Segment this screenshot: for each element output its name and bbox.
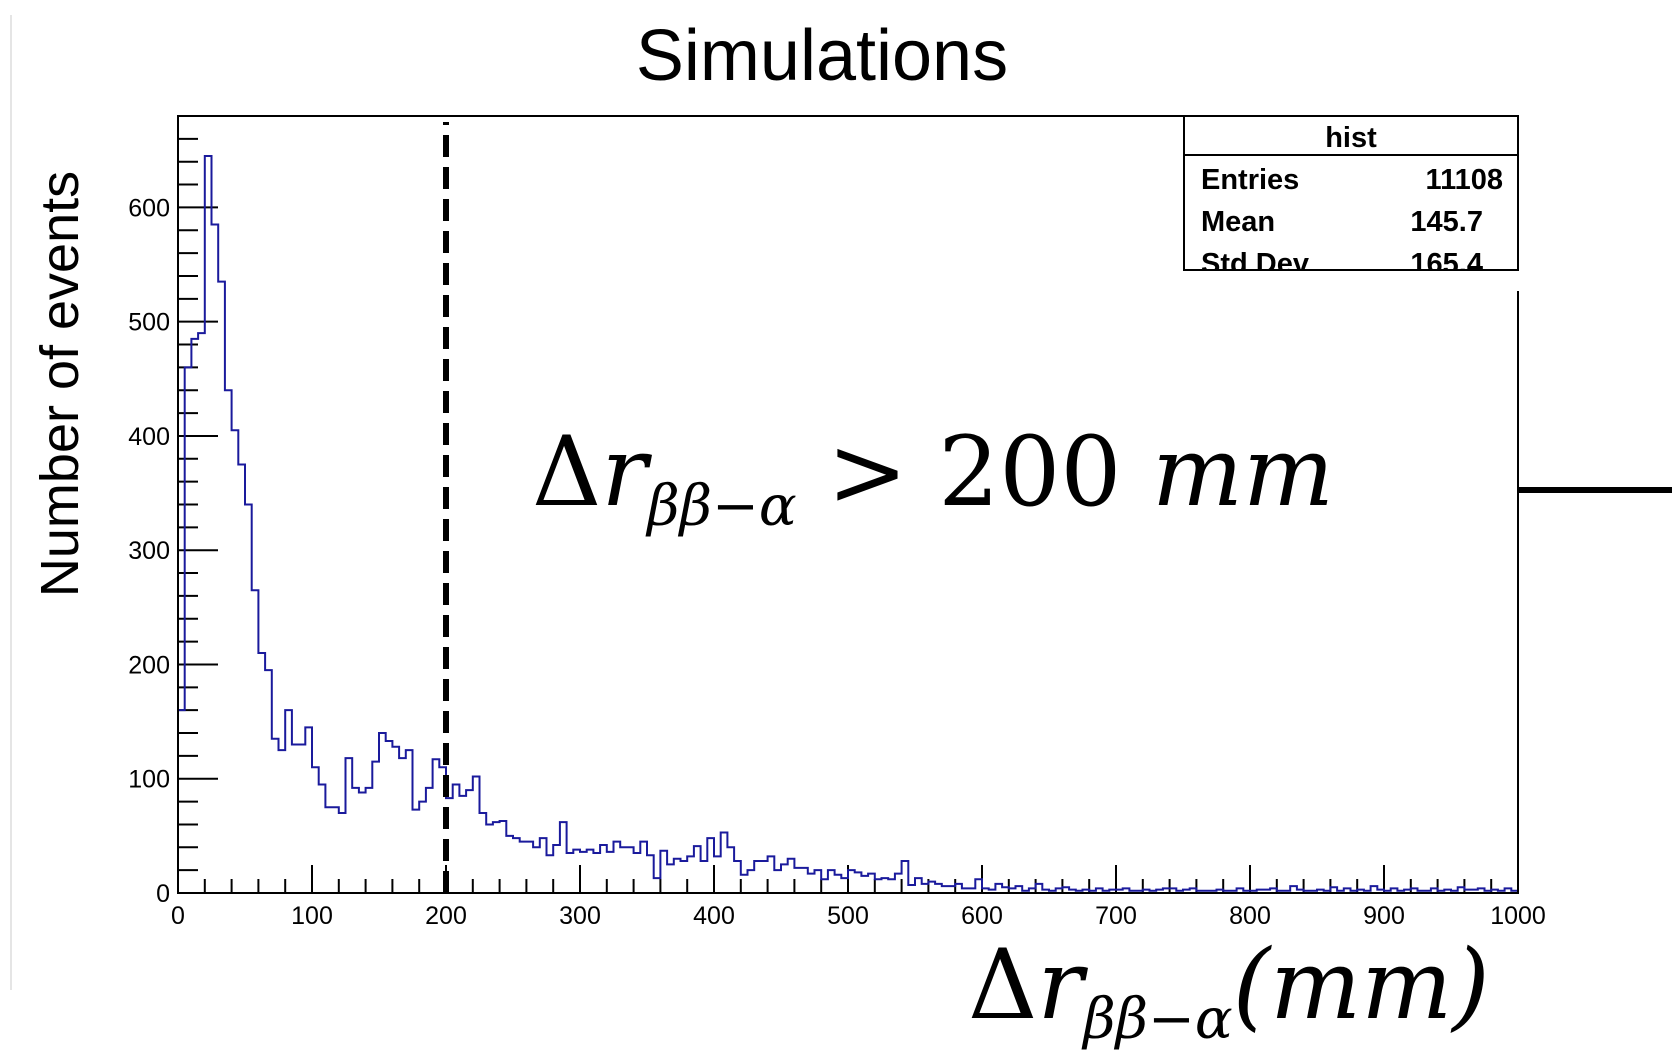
x-tick-label: 400 <box>693 902 735 930</box>
x-tick-label: 600 <box>961 902 1003 930</box>
x-axis-label-var: r <box>1037 929 1088 1041</box>
stats-box-frame <box>1183 115 1519 271</box>
plot-frame <box>177 115 1519 894</box>
x-axis-label: Δrββ−α(mm) <box>968 929 1490 1052</box>
y-axis-label: Number of events <box>30 171 90 597</box>
x-tick-label: 200 <box>425 902 467 930</box>
cut-annotation-var: r <box>601 416 652 528</box>
x-axis-label-unit: (mm) <box>1233 929 1490 1041</box>
y-tick-label: 500 <box>128 309 170 337</box>
x-axis-label-subscript: ββ−α <box>1081 987 1233 1052</box>
x-tick-label: 300 <box>559 902 601 930</box>
y-tick-label: 100 <box>128 766 170 794</box>
y-tick-label: 300 <box>128 537 170 565</box>
stats-entries-value: 11108 <box>1426 164 1503 196</box>
stats-box: hist Entries 11108 Mean 145.7 Std Dev 16… <box>1183 115 1520 291</box>
x-axis-label-delta: Δ <box>968 929 1037 1041</box>
x-tick-label: 900 <box>1363 902 1405 930</box>
cut-annotation-delta: Δ <box>532 416 601 528</box>
cut-annotation-unit: mm <box>1152 416 1334 528</box>
cut-annotation-subscript: ββ−α <box>645 474 797 539</box>
stats-mean-label: Mean <box>1201 206 1275 238</box>
stats-mean-value: 145.7 <box>1410 206 1483 238</box>
x-tick-label: 500 <box>827 902 869 930</box>
cut-annotation: Δrββ−α > 200 mm <box>532 416 1334 539</box>
stats-entries-label: Entries <box>1201 164 1299 196</box>
y-tick-label: 400 <box>128 423 170 451</box>
chart-title: Simulations <box>636 16 1008 96</box>
y-tick-label: 0 <box>156 880 170 908</box>
y-tick-label: 600 <box>128 194 170 222</box>
x-tick-label: 1000 <box>1490 902 1546 930</box>
stats-box-clip <box>1184 271 1520 291</box>
stats-box-title: hist <box>1325 122 1377 154</box>
x-tick-label: 100 <box>291 902 333 930</box>
x-tick-label: 700 <box>1095 902 1137 930</box>
y-tick-label: 200 <box>128 651 170 679</box>
x-tick-label: 800 <box>1229 902 1271 930</box>
cut-annotation-condition: > 200 <box>797 416 1152 528</box>
histogram-series <box>177 154 1519 893</box>
x-tick-label: 0 <box>171 902 185 930</box>
